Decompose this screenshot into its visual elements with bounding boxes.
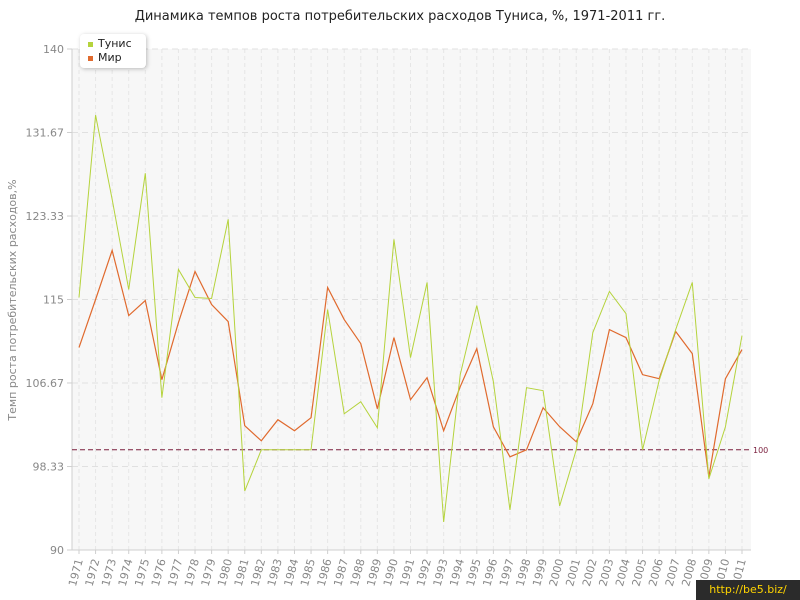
legend-swatch-tunisia [88, 41, 93, 47]
y-tick-label: 106.67 [26, 377, 65, 390]
reference-line-label: 100 [753, 446, 768, 455]
x-tick-labels: 1971197219731974197519761977197819791980… [66, 550, 749, 588]
y-tick-label: 140 [43, 43, 64, 56]
legend-swatch-world [88, 55, 93, 61]
series-line-tunisia [78, 115, 743, 522]
y-tick-label: 131.67 [26, 126, 65, 139]
legend[interactable]: Тунис Мир [80, 34, 146, 68]
y-tick-label: 115 [43, 294, 64, 307]
y-tick-labels: 90 98.33 106.67 115 123.33 131.67 140 [26, 43, 72, 557]
y-tick-label: 123.33 [26, 210, 65, 223]
reference-line-group: 100 [72, 446, 768, 455]
legend-label-world: Мир [98, 51, 122, 64]
legend-item-world[interactable]: Мир [88, 51, 122, 65]
y-tick-label: 90 [50, 544, 64, 557]
series-group [78, 115, 743, 522]
legend-label-tunisia: Тунис [98, 37, 132, 50]
watermark-link[interactable]: http://be5.biz/ [696, 580, 800, 600]
chart-title: Динамика темпов роста потребительских ра… [134, 9, 666, 24]
y-tick-label: 98.33 [33, 461, 65, 474]
legend-item-tunisia[interactable]: Тунис [88, 37, 132, 51]
y-axis-label: Темп роста потребительских расходов,% [6, 179, 19, 421]
